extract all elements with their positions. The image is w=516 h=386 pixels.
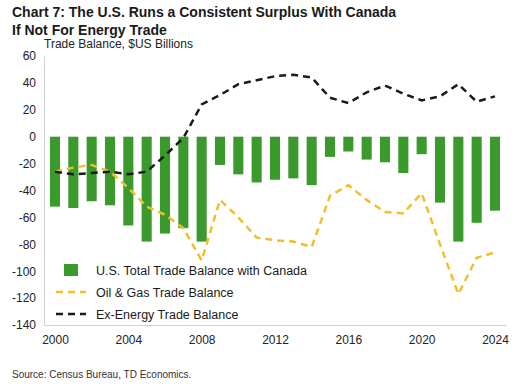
y-tick: 40 <box>23 76 44 90</box>
bar <box>417 137 427 154</box>
x-tick-label: 2008 <box>189 333 216 347</box>
x-tick-label: 2000 <box>42 333 69 347</box>
y-tick-label: 20 <box>23 103 37 117</box>
bar <box>490 137 500 211</box>
bar <box>325 137 335 157</box>
bar <box>288 137 298 179</box>
bar <box>252 137 262 183</box>
bar <box>178 137 188 228</box>
y-tick: -20 <box>19 157 44 171</box>
x-tick: 2000 <box>42 325 69 347</box>
source: Source: Census Bureau, TD Economics. <box>12 369 191 380</box>
bar <box>362 137 372 160</box>
x-tick-label: 2020 <box>409 333 436 347</box>
legend-label: U.S. Total Trade Balance with Canada <box>96 264 307 278</box>
legend-swatch <box>56 291 86 294</box>
x-axis-line <box>45 325 507 326</box>
y-tick: 20 <box>23 103 44 117</box>
legend: U.S. Total Trade Balance with Canada Oil … <box>56 264 307 322</box>
y-tick: -60 <box>19 211 44 225</box>
x-tick: 2012 <box>262 325 289 347</box>
bar <box>142 137 152 242</box>
y-tick-label: -40 <box>19 184 37 198</box>
y-tick: -120 <box>12 291 44 305</box>
y-axis: -140 -120 -100 -80 -60 -40 -20 0 20 40 60 <box>12 49 45 332</box>
y-tick-label: -60 <box>19 211 37 225</box>
title: Chart 7: The U.S. Runs a Consistent Surp… <box>12 4 396 38</box>
bar <box>453 137 463 242</box>
bar <box>472 137 482 223</box>
y-tick-label: -80 <box>19 238 37 252</box>
bar <box>380 137 390 163</box>
y-tick: 60 <box>23 49 44 63</box>
legend-label: Oil & Gas Trade Balance <box>96 286 234 300</box>
legend-swatch <box>56 313 86 316</box>
y-tick-label: -100 <box>12 265 36 279</box>
x-tick-label: 2016 <box>335 333 362 347</box>
title-line: If Not For Energy Trade <box>12 22 167 38</box>
line <box>55 75 495 175</box>
y-tick-label: 40 <box>23 76 37 90</box>
x-tick-label: 2004 <box>115 333 142 347</box>
bar <box>270 137 280 180</box>
line <box>55 165 495 294</box>
y-tick-label: -120 <box>12 291 36 305</box>
x-tick-label: 2024 <box>482 333 509 347</box>
bar <box>398 137 408 173</box>
y-tick: -40 <box>19 184 44 198</box>
y-tick-label: 0 <box>29 130 36 144</box>
x-tick-label: 2012 <box>262 333 289 347</box>
y-tick-label: 60 <box>23 49 37 63</box>
legend-swatch <box>64 264 78 276</box>
x-tick: 2004 <box>115 325 142 347</box>
legend-label: Ex-Energy Trade Balance <box>96 308 238 322</box>
bar <box>68 137 78 208</box>
x-axis: 2000 2004 2008 2012 2016 2020 2024 <box>42 325 509 347</box>
x-tick: 2020 <box>409 325 436 347</box>
x-tick: 2016 <box>335 325 362 347</box>
y-tick: -80 <box>19 238 44 252</box>
chart: Chart 7: The U.S. Runs a Consistent Surp… <box>0 0 516 386</box>
bar <box>435 137 445 203</box>
x-tick: 2008 <box>189 325 216 347</box>
plot-area <box>50 75 500 294</box>
bar <box>215 137 225 165</box>
y-tick: -100 <box>12 265 44 279</box>
title-line: Chart 7: The U.S. Runs a Consistent Surp… <box>12 4 396 20</box>
y-tick: -140 <box>12 318 44 332</box>
bar <box>233 137 243 175</box>
y-axis-line <box>44 57 45 326</box>
y-tick-label: -140 <box>12 318 36 332</box>
x-tick: 2024 <box>482 325 509 347</box>
bar <box>197 137 207 242</box>
bar <box>343 137 353 152</box>
y-axis-label: Trade Balance, $US Billions <box>44 37 193 51</box>
y-tick-label: -20 <box>19 157 37 171</box>
bar <box>87 137 97 202</box>
bar <box>307 137 317 185</box>
y-tick: 0 <box>29 130 44 144</box>
bar <box>123 137 133 226</box>
